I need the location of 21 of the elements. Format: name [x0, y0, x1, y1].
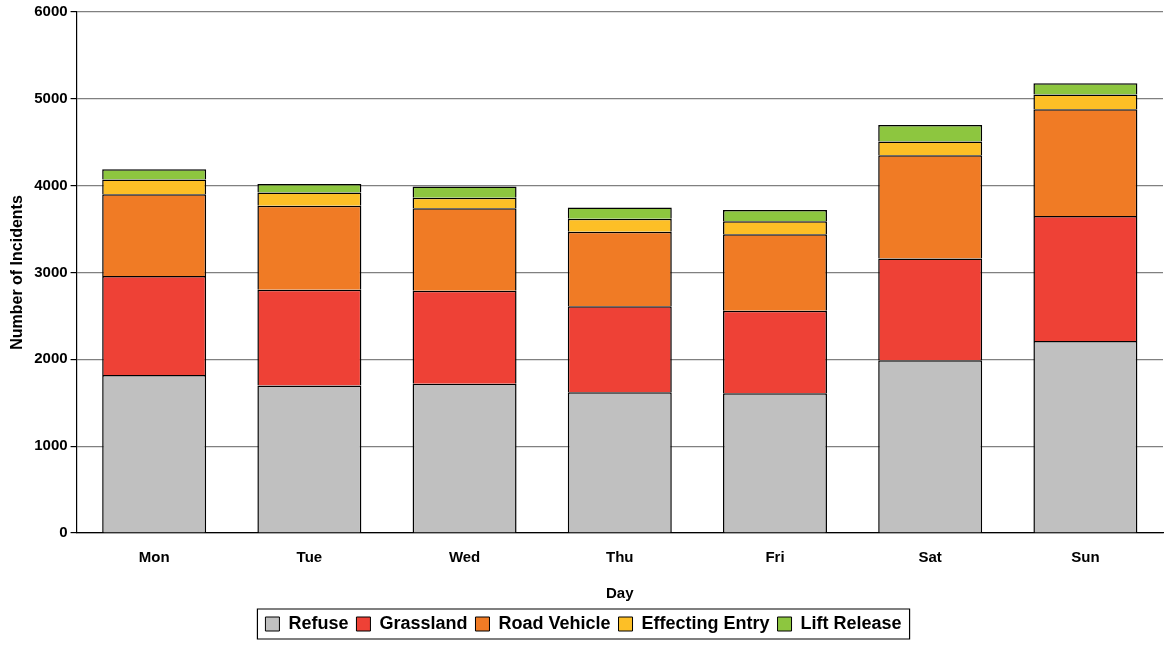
x-tick-label: Wed [448, 548, 481, 566]
y-tick-label: 6000 [34, 2, 68, 20]
y-tick-label: 0 [59, 523, 68, 541]
x-tick-label: Thu [606, 548, 634, 566]
y-tick-label: 4000 [34, 175, 68, 193]
x-tick-label: Tue [296, 548, 323, 566]
y-tick-label: 5000 [34, 88, 68, 106]
y-tick-label: 3000 [34, 262, 68, 280]
y-tick-label: 1000 [34, 436, 68, 454]
y-tick-label: 2000 [34, 349, 68, 367]
x-tick-label: Sun [1071, 548, 1100, 566]
legend-label: Refuse [288, 612, 349, 633]
x-axis-title: Day [606, 584, 635, 602]
x-tick-label: Fri [765, 548, 785, 566]
legend-label: Effecting Entry [641, 612, 770, 633]
legend-label: Grassland [379, 612, 468, 633]
x-tick-label: Sat [918, 548, 942, 566]
legend-label: Road Vehicle [498, 612, 611, 633]
x-tick-label: Mon [138, 548, 170, 566]
y-axis-title: Number of Incidents [8, 195, 26, 350]
legend-label: Lift Release [800, 612, 902, 633]
